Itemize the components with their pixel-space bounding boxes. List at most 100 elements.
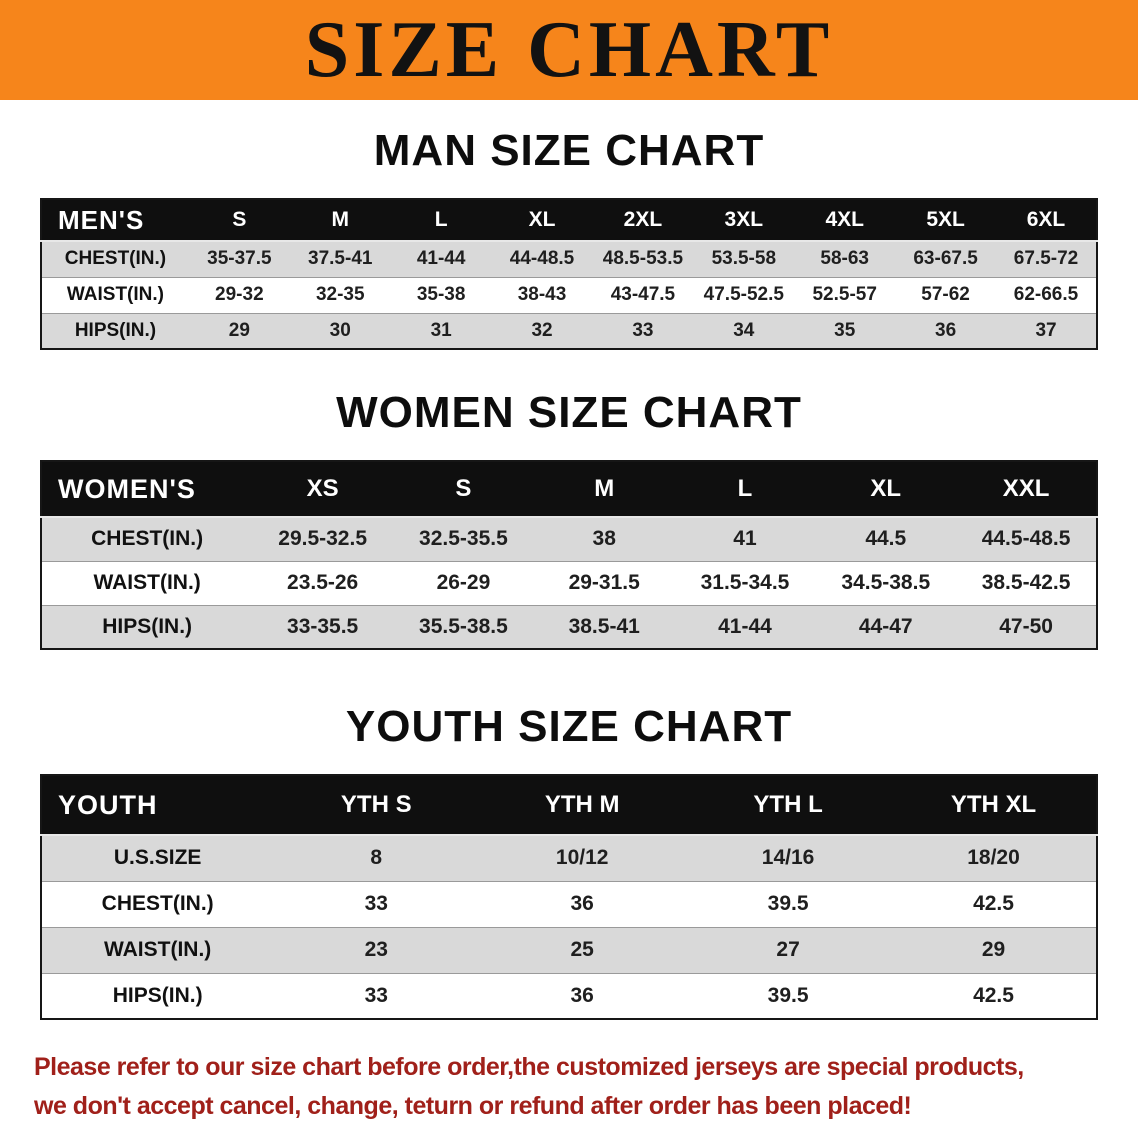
size-value: 44-48.5 xyxy=(509,248,575,270)
men-waist-row: WAIST(IN.) 29-32 32-35 35-38 38-43 43-47… xyxy=(41,277,1097,313)
size-value: 37.5-41 xyxy=(308,248,373,270)
size-col-header: L xyxy=(674,461,816,517)
size-value: 25 xyxy=(570,938,594,961)
women-waist-row: WAIST(IN.) 23.5-26 26-29 29-31.5 31.5-34… xyxy=(41,561,1097,605)
size-value: 31.5-34.5 xyxy=(700,571,790,594)
size-value: 44.5-48.5 xyxy=(981,527,1071,551)
size-col-header: 6XL xyxy=(996,199,1097,241)
size-value: 44.5 xyxy=(865,527,907,551)
size-col-header: YTH XL xyxy=(891,775,1097,835)
size-value: 38.5-41 xyxy=(568,614,640,638)
size-value: 36 xyxy=(570,983,594,1007)
youth-chest-row: CHEST(IN.) 33 36 39.5 42.5 xyxy=(41,881,1097,927)
size-value: 36 xyxy=(570,892,594,915)
size-value: 67.5-72 xyxy=(1013,248,1079,270)
row-label: WAIST(IN.) xyxy=(103,938,212,961)
youth-waist-row: WAIST(IN.) 23 25 27 29 xyxy=(41,927,1097,973)
size-value: 42.5 xyxy=(973,983,1014,1007)
men-chest-row: CHEST(IN.) 35-37.5 37.5-41 41-44 44-48.5… xyxy=(41,241,1097,277)
size-value: 58-63 xyxy=(820,248,869,270)
women-header-row: WOMEN'S XS S M L XL XXL xyxy=(41,461,1097,517)
size-value: 14/16 xyxy=(761,846,815,870)
size-value: 41-44 xyxy=(718,614,772,638)
size-value: 29 xyxy=(981,938,1006,961)
size-value: 42.5 xyxy=(973,892,1014,915)
size-value: 18/20 xyxy=(967,846,1020,870)
size-value: 33 xyxy=(364,892,388,915)
size-col-header: S xyxy=(188,199,290,241)
size-value: 36 xyxy=(935,319,957,341)
size-value: 53.5-58 xyxy=(711,248,777,270)
size-value: 29 xyxy=(228,319,250,341)
size-col-header: M xyxy=(289,199,391,241)
size-value: 10/12 xyxy=(555,846,609,870)
row-label: HIPS(IN.) xyxy=(74,319,157,341)
size-value: 44-47 xyxy=(858,614,913,638)
row-label: CHEST(IN.) xyxy=(91,527,204,551)
size-value: 43-47.5 xyxy=(610,284,676,305)
size-value: 29-32 xyxy=(215,284,264,305)
size-value: 35 xyxy=(834,319,856,341)
men-header-row: MEN'S S M L XL 2XL 3XL 4XL 5XL 6XL xyxy=(41,199,1097,241)
row-label: WAIST(IN.) xyxy=(66,284,164,305)
size-col-header: 5XL xyxy=(895,199,997,241)
size-value: 35-37.5 xyxy=(207,248,272,270)
size-value: 38.5-42.5 xyxy=(981,571,1071,594)
size-value: 26-29 xyxy=(436,571,491,594)
men-size-table: MEN'S S M L XL 2XL 3XL 4XL 5XL 6XL CHEST… xyxy=(40,198,1098,350)
size-value: 33-35.5 xyxy=(287,614,359,638)
size-value: 41 xyxy=(733,527,757,551)
size-value: 37 xyxy=(1035,319,1057,341)
size-value: 41-44 xyxy=(416,248,466,270)
size-value: 33 xyxy=(632,319,654,341)
size-col-header: XL xyxy=(491,199,593,241)
size-value: 34.5-38.5 xyxy=(841,571,931,594)
men-table-corner-label: MEN'S xyxy=(41,199,189,241)
size-value: 29-31.5 xyxy=(568,571,640,594)
size-value: 30 xyxy=(329,319,351,341)
size-value: 23 xyxy=(364,938,388,961)
size-col-header: XXL xyxy=(956,461,1097,517)
size-col-header: M xyxy=(533,461,675,517)
size-value: 47-50 xyxy=(999,614,1053,638)
size-value: 63-67.5 xyxy=(913,248,978,270)
size-col-header: XS xyxy=(252,461,394,517)
size-value: 32 xyxy=(531,319,553,341)
size-value: 52.5-57 xyxy=(812,284,877,305)
women-hips-row: HIPS(IN.) 33-35.5 35.5-38.5 38.5-41 41-4… xyxy=(41,605,1097,649)
size-col-header: 4XL xyxy=(794,199,896,241)
women-chest-row: CHEST(IN.) 29.5-32.5 32.5-35.5 38 41 44.… xyxy=(41,517,1097,561)
row-label: CHEST(IN.) xyxy=(101,892,214,915)
youth-table-corner-label: YOUTH xyxy=(41,775,274,835)
size-col-header: 3XL xyxy=(693,199,795,241)
size-col-header: S xyxy=(393,461,534,517)
row-label: CHEST(IN.) xyxy=(64,248,167,270)
size-value: 27 xyxy=(776,938,800,961)
size-value: 57-62 xyxy=(921,284,970,305)
row-label: HIPS(IN.) xyxy=(102,614,193,638)
size-value: 39.5 xyxy=(767,892,809,915)
size-col-header: 2XL xyxy=(592,199,694,241)
women-table-corner-label: WOMEN'S xyxy=(41,461,253,517)
row-label: WAIST(IN.) xyxy=(93,571,201,594)
disclaimer-line-2: we don't accept cancel, change, teturn o… xyxy=(34,1091,912,1120)
youth-ussize-row: U.S.SIZE 8 10/12 14/16 18/20 xyxy=(41,835,1097,881)
disclaimer: Please refer to our size chart before or… xyxy=(34,1048,1138,1126)
size-value: 29.5-32.5 xyxy=(278,527,368,551)
size-col-header: YTH L xyxy=(685,775,892,835)
size-value: 23.5-26 xyxy=(287,571,359,594)
size-value: 39.5 xyxy=(767,983,809,1007)
size-chart-banner: SIZE CHART xyxy=(0,0,1138,100)
size-col-header: XL xyxy=(815,461,957,517)
size-value: 35.5-38.5 xyxy=(419,614,508,638)
youth-header-row: YOUTH YTH S YTH M YTH L YTH XL xyxy=(41,775,1097,835)
size-value: 33 xyxy=(364,983,388,1007)
youth-section: YOUTH SIZE CHART YOUTH YTH S YTH M YTH L… xyxy=(0,702,1138,1020)
youth-hips-row: HIPS(IN.) 33 36 39.5 42.5 xyxy=(41,973,1097,1019)
size-value: 62-66.5 xyxy=(1013,284,1079,305)
women-section-heading: WOMEN SIZE CHART xyxy=(336,388,802,437)
size-value: 38 xyxy=(592,527,616,551)
men-section: MAN SIZE CHART MEN'S S M L XL 2XL 3XL 4X… xyxy=(0,126,1138,350)
size-value: 8 xyxy=(370,846,383,870)
